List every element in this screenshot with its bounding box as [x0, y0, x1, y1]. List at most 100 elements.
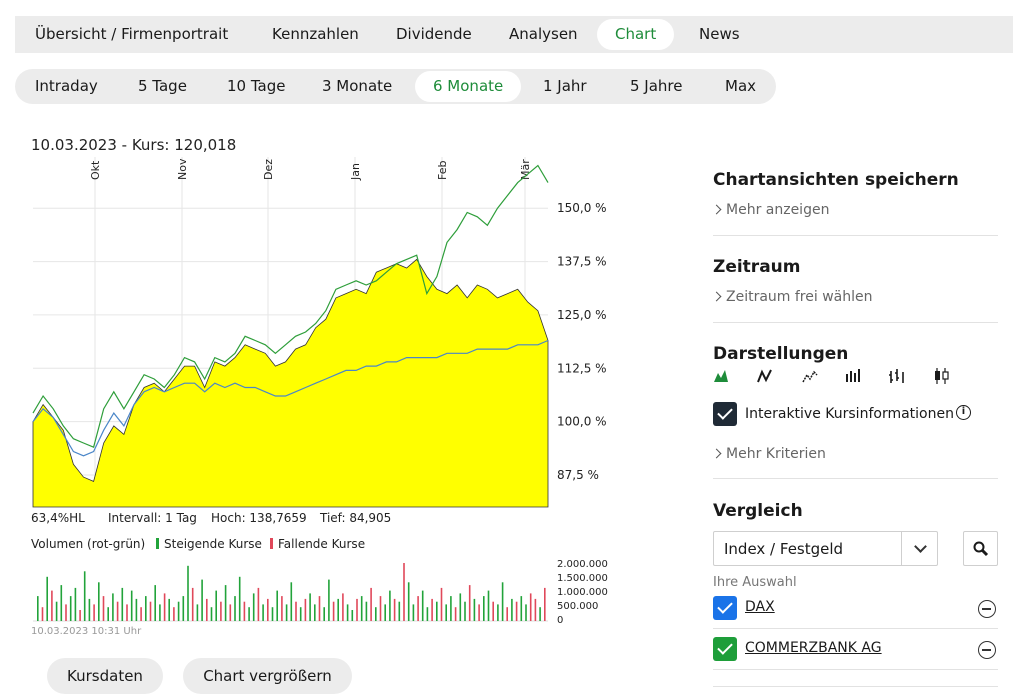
- dax-checkbox[interactable]: [713, 596, 737, 620]
- down-marker: [270, 538, 273, 549]
- volume-bar: [295, 601, 297, 621]
- volume-bar: [220, 601, 222, 621]
- volume-bar: [389, 590, 391, 621]
- tab-news[interactable]: News: [699, 25, 740, 43]
- comparison-commerzbank[interactable]: COMMERZBANK AG: [745, 640, 882, 656]
- month-label: Mär: [519, 159, 532, 180]
- volume-bar: [393, 598, 396, 621]
- volume-bar: [173, 607, 175, 621]
- volume-bar: [88, 598, 91, 621]
- divider: [713, 686, 998, 687]
- bar-chart-icon[interactable]: [846, 369, 860, 382]
- volume-bar: [464, 601, 466, 621]
- remove-commerzbank-icon[interactable]: [978, 641, 996, 659]
- more-criteria-link[interactable]: Mehr Kriterien: [711, 446, 826, 462]
- month-label: Jan: [349, 163, 362, 181]
- range-1-jahr[interactable]: 1 Jahr: [543, 77, 587, 95]
- range-6-monate[interactable]: 6 Monate: [415, 71, 522, 102]
- volume-bar: [529, 593, 532, 621]
- up-marker: [156, 538, 159, 549]
- tab-uebersicht[interactable]: Übersicht / Firmenportrait: [35, 25, 229, 43]
- low-value: Tief: 84,905: [320, 511, 392, 525]
- volume-bar: [346, 604, 349, 621]
- save-views-title: Chartansichten speichern: [713, 170, 959, 190]
- volume-bar: [281, 596, 283, 621]
- volume-bar: [116, 601, 119, 621]
- volume-bar: [130, 590, 133, 621]
- volume-bar: [285, 604, 288, 621]
- chart-enlarge-button[interactable]: Chart vergrößern: [183, 658, 352, 694]
- volume-bar: [126, 604, 128, 621]
- interactive-info-checkbox[interactable]: [713, 402, 737, 426]
- range-5-tage[interactable]: 5 Tage: [138, 77, 187, 95]
- tab-chart[interactable]: Chart: [597, 19, 675, 50]
- volume-bar: [107, 607, 109, 621]
- tab-kennzahlen[interactable]: Kennzahlen: [272, 25, 359, 43]
- comparison-dax[interactable]: DAX: [745, 599, 775, 615]
- volume-bar: [398, 601, 401, 621]
- volume-bar: [450, 596, 452, 621]
- price-chart[interactable]: 150,0 % 137,5 % 125,0 % 112,5 % 100,0 % 87,5 …: [0, 0, 640, 640]
- mountain-line-icon[interactable]: [802, 370, 818, 383]
- area-chart-icon[interactable]: [714, 370, 728, 382]
- info-icon[interactable]: i: [956, 405, 971, 420]
- dax-line: [32, 339, 549, 457]
- more-show-link[interactable]: Mehr anzeigen: [711, 202, 829, 218]
- remove-dax-icon[interactable]: [978, 600, 996, 618]
- volume-bar: [46, 576, 48, 621]
- range-3-monate[interactable]: 3 Monate: [322, 77, 393, 95]
- candlestick-icon[interactable]: [935, 368, 949, 384]
- volume-legend-up: Steigende Kurse: [156, 537, 262, 551]
- volume-bar: [102, 596, 105, 621]
- volume-bar: [210, 607, 213, 621]
- month-label: Feb: [436, 161, 449, 180]
- volume-tick-label: 500.000: [557, 601, 598, 612]
- chevron-down-icon[interactable]: [901, 532, 937, 565]
- volume-bar: [41, 607, 44, 621]
- price-header: 10.03.2023 - Kurs: 120,018: [31, 136, 237, 154]
- free-range-link[interactable]: Zeitraum frei wählen: [711, 289, 873, 305]
- range-10-tage[interactable]: 10 Tage: [227, 77, 286, 95]
- range-intraday[interactable]: Intraday: [35, 77, 98, 95]
- tab-analysen[interactable]: Analysen: [509, 25, 578, 43]
- commerzbank-line: [32, 164, 549, 449]
- main-navigation: Übersicht / Firmenportrait Kennzahlen Di…: [15, 16, 1013, 53]
- volume-bar: [459, 593, 462, 621]
- volume-bar: [431, 598, 433, 621]
- volume-bar: [365, 601, 368, 621]
- interactive-info-label: Interaktive Kursinformationen: [745, 406, 954, 422]
- range-5-jahre[interactable]: 5 Jahre: [630, 77, 683, 95]
- kursdaten-button[interactable]: Kursdaten: [47, 658, 163, 694]
- vergleich-title: Vergleich: [713, 501, 803, 521]
- y-tick-label: 150,0 %: [557, 201, 607, 215]
- search-icon: [973, 541, 989, 557]
- divider: [713, 322, 998, 323]
- volume-bar: [544, 587, 546, 621]
- volume-bar: [83, 571, 86, 621]
- volume-bar: [468, 585, 471, 621]
- divider: [713, 628, 998, 629]
- volume-bar: [149, 601, 152, 621]
- volume-bar: [525, 604, 527, 621]
- volume-bar: [407, 582, 410, 621]
- y-tick-label: 87,5 %: [557, 468, 599, 482]
- volume-bar: [534, 598, 537, 621]
- tab-dividende[interactable]: Dividende: [396, 25, 472, 43]
- divider: [713, 478, 998, 479]
- volume-bar: [314, 604, 316, 621]
- volume-bar: [262, 604, 264, 621]
- volume-bar: [74, 587, 77, 621]
- volume-bar: [309, 593, 311, 621]
- volume-bar: [473, 598, 476, 621]
- comparison-search-button[interactable]: [963, 531, 998, 566]
- volume-bar: [417, 596, 419, 621]
- volume-bar: [51, 590, 53, 621]
- commerzbank-checkbox[interactable]: [713, 637, 737, 661]
- volume-legend-title: Volumen (rot-grün): [31, 537, 146, 551]
- ohlc-chart-icon[interactable]: [889, 369, 904, 383]
- comparison-select[interactable]: Index / Festgeld: [713, 531, 938, 566]
- line-chart-icon[interactable]: [757, 369, 772, 383]
- volume-bar: [304, 598, 307, 621]
- range-max[interactable]: Max: [725, 77, 757, 95]
